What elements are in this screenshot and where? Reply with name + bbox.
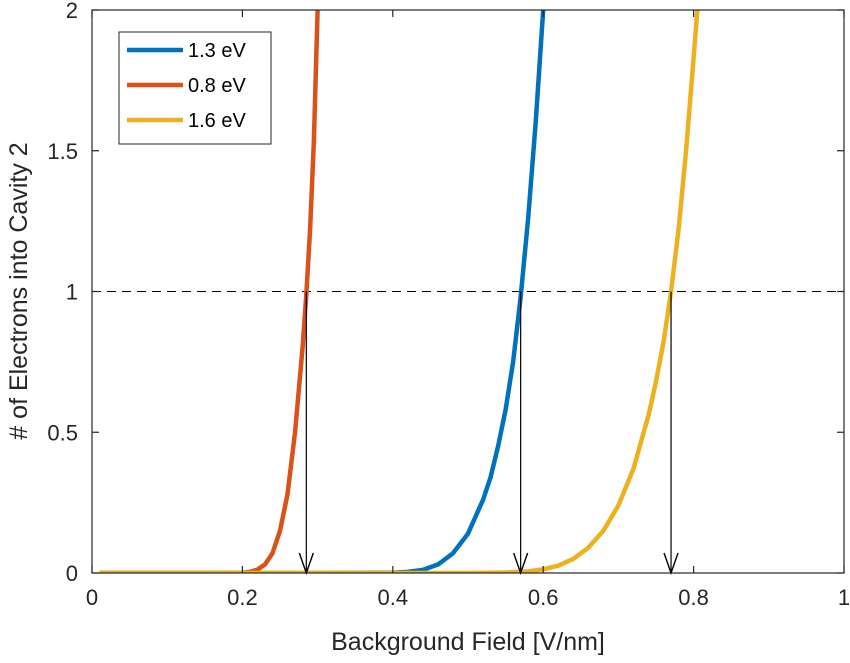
series-line-2 bbox=[99, 10, 700, 573]
legend-label-1: 0.8 eV bbox=[188, 75, 246, 97]
y-tick-label: 1.5 bbox=[47, 139, 78, 164]
x-tick-label: 0.6 bbox=[528, 585, 559, 610]
x-tick-label: 0.2 bbox=[227, 585, 258, 610]
legend-items: 1.3 eV 0.8 eV 1.6 eV bbox=[127, 40, 246, 132]
y-tick-label: 0 bbox=[66, 561, 78, 586]
legend-label-2: 1.6 eV bbox=[188, 110, 246, 132]
x-axis-label: Background Field [V/nm] bbox=[331, 628, 605, 656]
y-axis-label: # of Electrons into Cavity 2 bbox=[5, 142, 33, 439]
x-tick-label: 1 bbox=[838, 585, 850, 610]
x-tick-label: 0.4 bbox=[378, 585, 409, 610]
tick-layer: 0 0.2 0.4 0.6 0.8 1 0 0.5 1 1.5 2 bbox=[47, 0, 850, 610]
legend: 1.3 eV 0.8 eV 1.6 eV bbox=[118, 31, 272, 145]
x-tick-label: 0.8 bbox=[678, 585, 709, 610]
y-tick-label: 0.5 bbox=[47, 420, 78, 445]
x-tick-label: 0 bbox=[86, 585, 98, 610]
y-tick-label: 2 bbox=[66, 0, 78, 23]
legend-label-0: 1.3 eV bbox=[188, 40, 246, 62]
y-tick-label: 1 bbox=[66, 280, 78, 305]
